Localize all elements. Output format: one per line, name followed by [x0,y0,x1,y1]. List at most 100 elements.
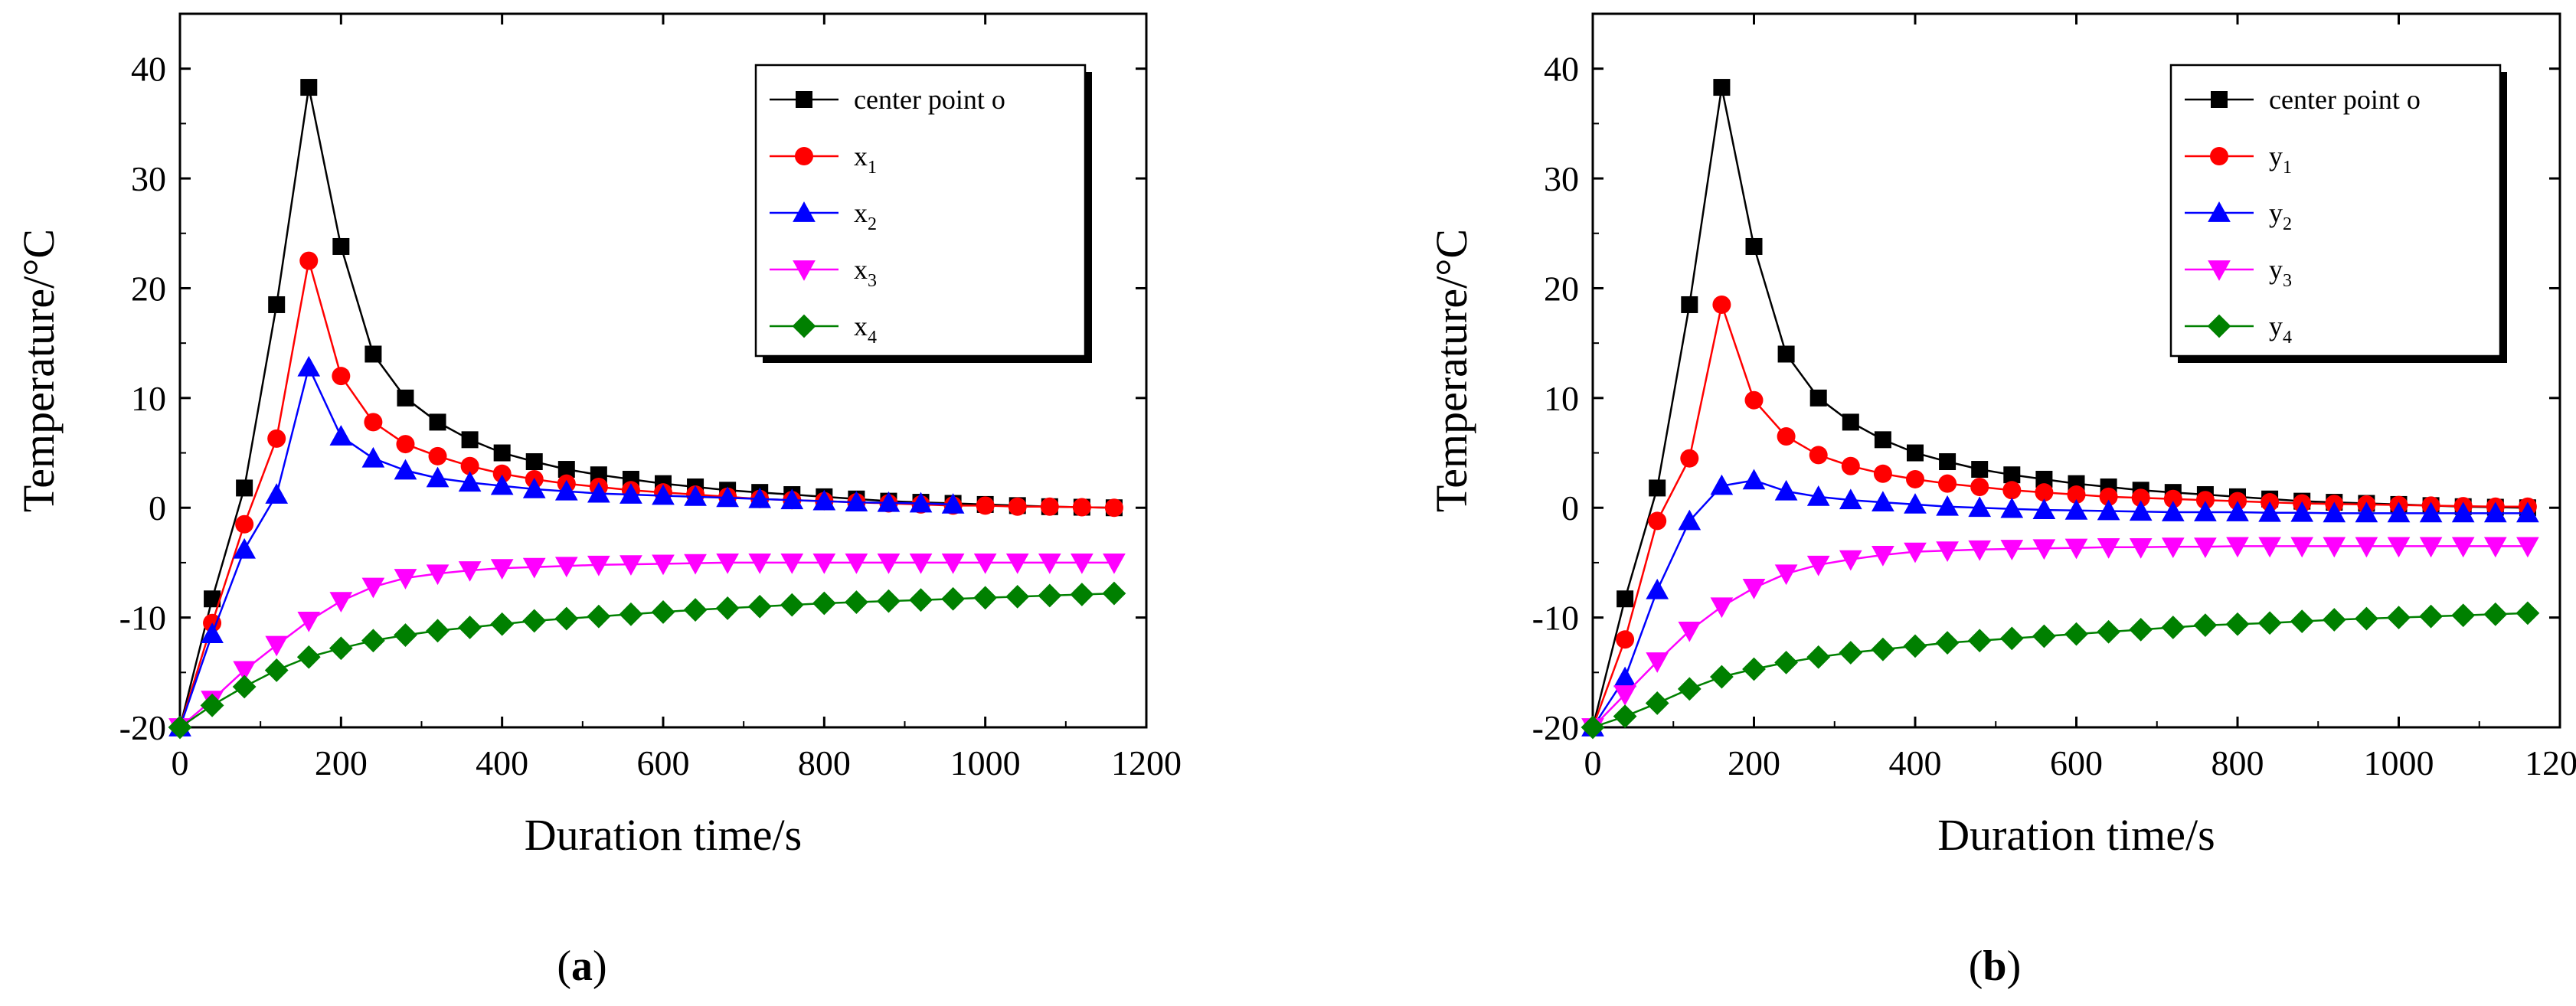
data-point-x2 [587,482,610,503]
legend-marker [793,260,816,281]
data-point-y3 [1904,542,1927,563]
data-point-y3 [2129,537,2153,559]
data-point-y3 [1613,685,1636,706]
data-point-x2 [554,479,578,501]
data-point-x1 [460,456,479,475]
data-point-y1 [1938,474,1957,493]
data-point-center-point-o [1842,413,1859,431]
data-point-x2 [201,622,224,644]
data-point-y1 [1712,295,1731,314]
x-tick-label-b: 800 [2212,743,2264,782]
data-point-center-point-o [332,237,350,255]
legend-label: center point o [2269,84,2421,115]
data-point-y4 [1774,651,1798,674]
data-point-x3 [329,592,353,612]
panel-label-b-open: ( [1969,942,1983,990]
data-point-x1 [267,429,286,448]
data-point-center-point-o [236,479,253,497]
series-line-x3 [179,561,1114,728]
data-point-y1 [1906,469,1924,488]
data-point-center-point-o [1713,79,1731,96]
x-tick-label-a: 0 [172,743,189,782]
data-point-x4 [715,596,740,620]
data-point-x4 [168,715,192,740]
data-point-center-point-o [2003,466,2021,484]
legend-label: y2 [2269,198,2292,234]
legend-label: y4 [2269,311,2292,348]
data-point-x4 [909,588,933,612]
data-point-x3 [845,554,868,574]
legend-marker [2210,147,2228,165]
data-point-x2 [812,489,836,511]
data-point-y1 [2035,483,2054,502]
x-tick-label-b: 400 [1889,743,1942,782]
data-point-x2 [716,486,739,508]
chart-panel-a: 0 200 400 600 800 1000 1200 -20 -10 0 10 20 30 40 Dura… [14,12,1182,860]
data-point-x4 [845,590,868,614]
data-point-y1 [1970,477,1989,496]
legend-item-y3: y3 [2185,254,2292,291]
y-tick-label-b: 10 [1544,379,1579,418]
data-point-center-point-o [397,389,414,407]
legend-label-main: y [2269,311,2283,341]
data-point-center-point-o [525,453,543,471]
x-tick-label-a: 1200 [1111,743,1182,782]
data-point-y3 [2258,537,2281,558]
data-point-x4 [394,623,417,647]
data-point-x2 [748,487,772,508]
data-point-y4 [1903,634,1927,658]
data-point-x1 [976,496,995,515]
data-point-y4 [2483,602,2508,626]
data-point-y2 [2097,499,2120,521]
data-point-x2 [329,425,353,446]
data-point-y4 [1999,626,2024,651]
data-point-x2 [877,491,901,512]
x-tick-label-a: 800 [798,743,851,782]
series-y3-b [1581,537,2539,739]
series-line-x2 [178,364,953,728]
data-point-x3 [716,554,739,574]
legend-label: x1 [854,141,877,178]
data-point-y4 [2355,606,2378,631]
data-point-y1 [1648,511,1667,531]
data-point-y3 [2064,538,2088,560]
data-point-x3 [619,555,642,576]
data-point-y2 [2129,500,2153,521]
legend-label-subscript: 3 [868,271,877,291]
data-point-y2 [1710,474,1734,495]
data-point-x4 [232,674,257,699]
data-point-y3 [1936,541,1959,563]
x-tick-label-a: 400 [476,743,528,782]
data-point-y4 [2451,603,2476,628]
data-point-x2 [426,466,449,488]
data-point-x4 [264,658,289,682]
data-point-center-point-o [268,296,286,313]
data-point-x3 [748,554,772,574]
y-tick-label-b: 20 [1544,269,1579,308]
data-point-y4 [1871,637,1895,661]
data-point-y4 [1742,657,1766,681]
y-tick-label-a: 20 [131,269,166,308]
data-point-y2 [1872,491,1894,511]
data-point-y4 [2419,604,2443,629]
data-point-x4 [522,609,547,633]
legend-label: center point o [854,84,1005,115]
data-point-y3 [1678,621,1702,642]
data-point-x4 [1005,584,1030,609]
data-point-x4 [200,693,224,717]
panel-label-b-close: ) [2007,942,2022,990]
data-point-y4 [1613,704,1637,729]
data-point-x4 [780,593,804,617]
series-y4-b [1581,601,2540,740]
data-point-x3 [1103,554,1126,574]
x-tick-label-b: 1200 [2525,743,2576,782]
data-point-x2 [780,488,804,510]
data-point-y3 [1839,550,1862,571]
data-point-x2 [684,485,707,506]
data-point-y3 [2516,537,2539,558]
legend-item-x2: x2 [770,198,877,234]
y-tick-label-b: 0 [1561,488,1579,527]
legend-item-center-point-o: center point o [770,84,1005,115]
y-axis-label-a: Temperature/°C [14,229,64,512]
data-point-x3 [1071,554,1093,574]
